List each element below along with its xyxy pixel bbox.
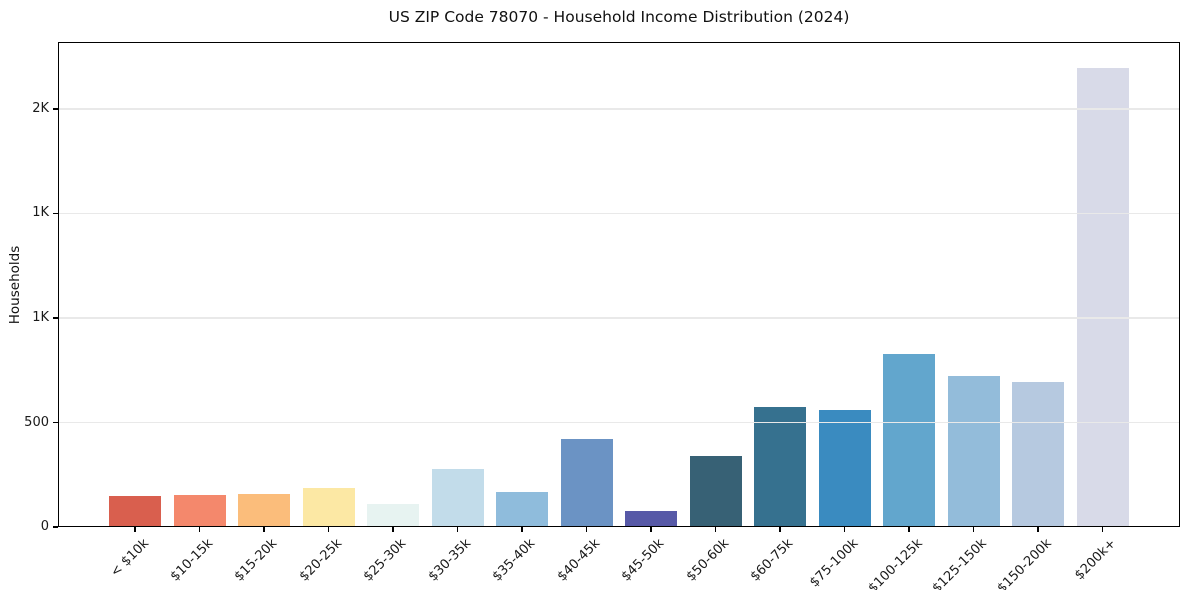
bar — [818, 409, 871, 527]
x-tick-label: $40-45k — [554, 536, 604, 585]
y-tick-mark — [53, 212, 58, 215]
x-tick-mark — [843, 527, 846, 532]
x-tick-mark — [1037, 527, 1039, 532]
x-tick-mark — [456, 527, 459, 532]
bar — [238, 493, 290, 527]
bar — [173, 494, 226, 527]
y-tick-mark — [53, 317, 58, 319]
x-tick-label: $125-150k — [929, 536, 991, 590]
x-tick-mark — [392, 527, 394, 532]
x-tick-mark — [650, 527, 652, 532]
x-tick-label: $10-15k — [167, 536, 217, 585]
x-tick-label: < $10k — [107, 536, 152, 581]
x-tick-mark — [263, 527, 265, 532]
bar — [496, 491, 548, 527]
gridline — [58, 212, 1180, 215]
x-tick-label: $20-25k — [296, 536, 346, 585]
bar — [754, 406, 806, 527]
gridline — [58, 421, 1180, 424]
y-tick-label: 500 — [24, 414, 49, 430]
x-tick-label: $25-30k — [361, 536, 410, 585]
bar — [109, 495, 161, 527]
x-tick-mark — [327, 527, 330, 532]
gridline — [58, 317, 1180, 319]
y-tick-label: 0 — [40, 519, 49, 534]
x-tick-mark — [1101, 527, 1104, 532]
y-tick-mark — [53, 108, 58, 110]
x-tick-mark — [198, 527, 201, 532]
x-tick-mark — [585, 527, 588, 532]
y-tick-label: 1K — [32, 309, 49, 325]
x-tick-label: $100-125k — [865, 536, 926, 590]
y-tick-mark — [53, 526, 58, 528]
x-tick-label: $30-35k — [425, 536, 475, 585]
gridline — [58, 108, 1180, 110]
x-tick-label: $75-100k — [806, 536, 862, 590]
x-tick-label: $35-40k — [490, 536, 539, 585]
x-tick-label: $50-60k — [683, 536, 733, 585]
bar — [560, 439, 613, 527]
x-tick-mark — [779, 527, 781, 532]
bar — [689, 455, 742, 527]
x-tick-mark — [521, 527, 523, 532]
x-tick-label: $60-75k — [748, 536, 797, 585]
bar — [367, 504, 419, 527]
x-tick-mark — [908, 527, 910, 532]
x-tick-label: $200k+ — [1072, 536, 1120, 584]
y-tick-label: 1K — [32, 205, 49, 221]
x-tick-mark — [714, 527, 717, 532]
bar — [302, 488, 355, 527]
x-tick-label: $45-50k — [619, 536, 668, 585]
bar — [883, 354, 935, 527]
y-tick-mark — [53, 421, 58, 424]
x-tick-label: $150-200k — [994, 536, 1055, 590]
x-tick-mark — [972, 527, 975, 532]
bar — [1012, 382, 1064, 527]
chart-title: US ZIP Code 78070 - Household Income Dis… — [388, 8, 850, 26]
x-tick-mark — [134, 527, 136, 532]
bar — [625, 510, 677, 527]
y-tick-label: 2K — [32, 100, 49, 116]
bar — [947, 376, 1000, 527]
x-tick-label: $15-20k — [232, 536, 281, 585]
bar — [431, 469, 484, 527]
bar — [1076, 68, 1129, 527]
plot-area — [58, 42, 1180, 527]
